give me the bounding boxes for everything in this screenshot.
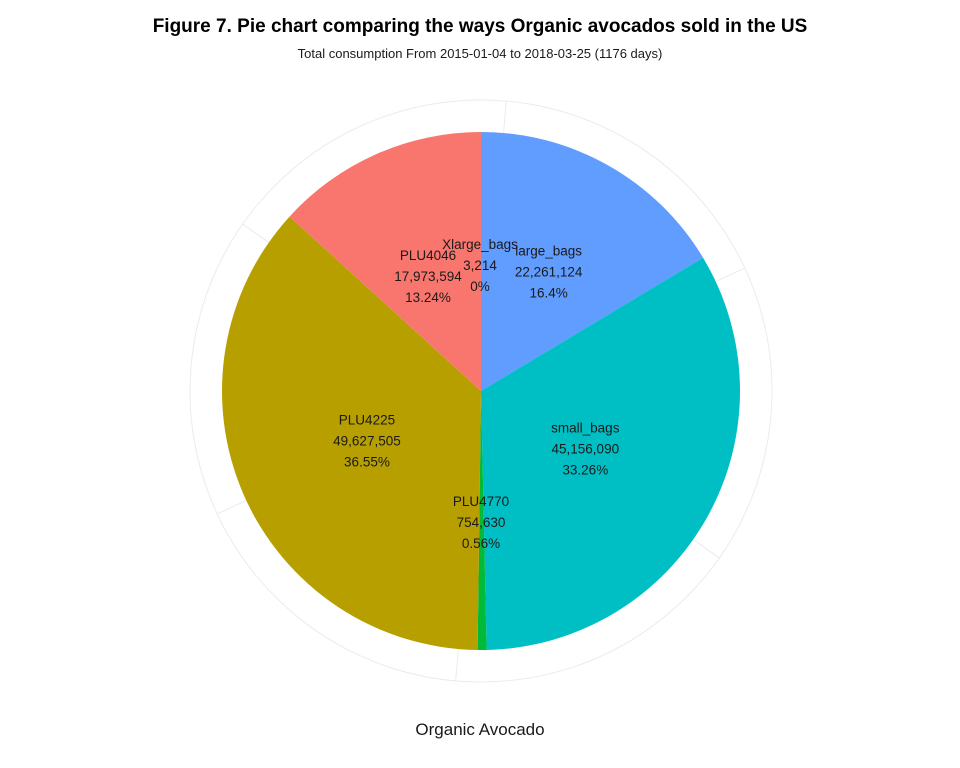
pie-slice-small-bags <box>481 257 741 650</box>
slice-label-percent-label: 16.4% <box>529 286 567 301</box>
chart-title: Figure 7. Pie chart comparing the ways O… <box>152 16 808 37</box>
slice-label-name: Xlarge_bags <box>442 237 518 252</box>
grid-spoke <box>217 500 247 515</box>
slice-label-value-label: 45,156,090 <box>552 442 620 457</box>
slice-label-xlarge-bags: Xlarge_bags 3,214 0% <box>442 237 518 294</box>
slice-label-name: PLU4770 <box>453 494 509 509</box>
slice-labels: large_bags 22,261,124 16.4% small_bags 45,15… <box>333 237 620 551</box>
pie-slice-plu4046 <box>289 132 481 391</box>
slice-label-name: large_bags <box>515 244 582 259</box>
slice-label-percent-label: 0% <box>470 279 490 294</box>
slice-label-percent-label: 13.24% <box>405 290 451 305</box>
slice-label-percent-label: 0.56% <box>462 536 500 551</box>
slice-label-plu4225: PLU4225 49,627,505 36.55% <box>333 412 401 469</box>
slice-label-percent-label: 33.26% <box>562 463 608 478</box>
grid-spoke <box>503 101 507 134</box>
grid-spoke <box>692 539 720 559</box>
slice-label-name: small_bags <box>551 421 620 436</box>
pie-slice-plu4770 <box>477 391 487 650</box>
slice-label-value-label: 754,630 <box>457 515 506 530</box>
slice-label-percent-label: 36.55% <box>344 454 390 469</box>
slice-label-large-bags: large_bags 22,261,124 16.4% <box>515 244 583 301</box>
grid-spoke <box>242 223 270 243</box>
slice-label-small-bags: small_bags 45,156,090 33.26% <box>551 421 620 478</box>
slice-label-name: PLU4225 <box>339 412 395 427</box>
slice-label-name: PLU4046 <box>400 248 456 263</box>
x-axis-label: Organic Avocado <box>415 720 545 739</box>
pie-slice-large-bags <box>481 132 704 391</box>
pie-slice-plu4225 <box>221 216 482 650</box>
grid-spoke <box>715 267 745 282</box>
grid-spoke <box>455 648 459 681</box>
pie-slices <box>221 132 741 650</box>
slice-label-plu4770: PLU4770 754,630 0.56% <box>453 494 509 551</box>
slice-label-plu4046: PLU4046 17,973,594 13.24% <box>394 248 462 305</box>
polar-grid <box>189 99 773 683</box>
slice-label-value-label: 3,214 <box>463 258 497 273</box>
slice-label-value-label: 49,627,505 <box>333 433 401 448</box>
grid-ring <box>189 99 773 683</box>
slice-label-value-label: 17,973,594 <box>394 269 462 284</box>
slice-label-value-label: 22,261,124 <box>515 265 583 280</box>
chart-subtitle: Total consumption From 2015-01-04 to 201… <box>297 46 663 61</box>
